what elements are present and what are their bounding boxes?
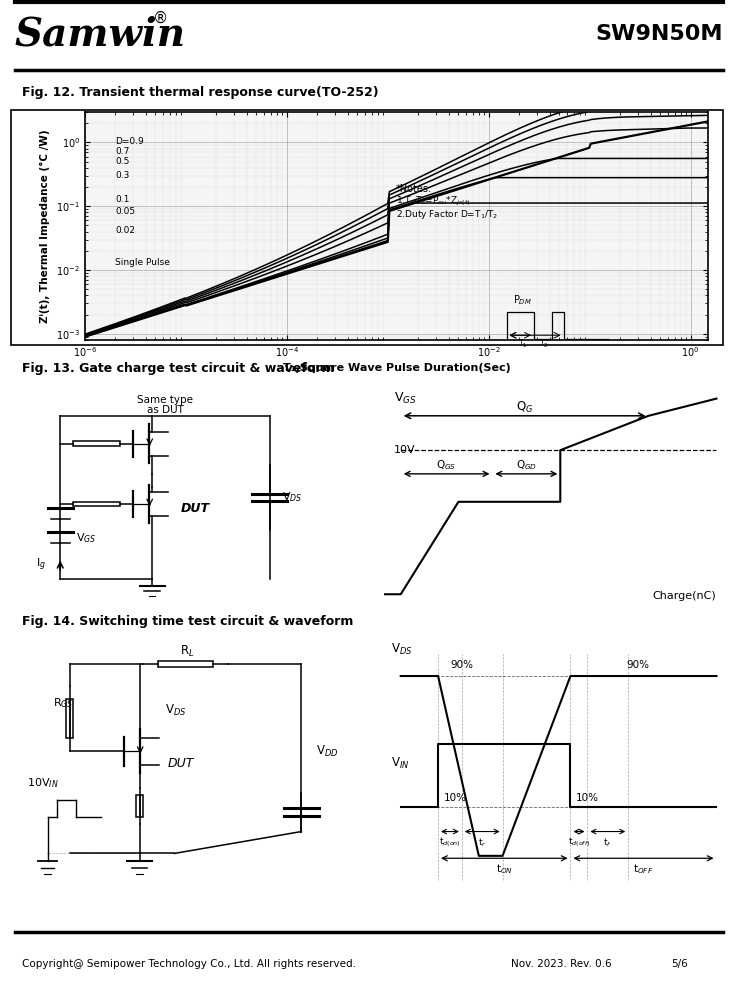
Text: 2.Duty Factor D=T$_1$/T$_2$: 2.Duty Factor D=T$_1$/T$_2$ [396,208,498,221]
Bar [136,795,143,817]
Text: as DUT: as DUT [147,405,183,415]
Text: DUT: DUT [168,757,195,770]
Text: t$_r$: t$_r$ [478,836,486,849]
Text: I$_g$: I$_g$ [36,557,46,573]
Text: Nov. 2023. Rev. 0.6: Nov. 2023. Rev. 0.6 [511,959,611,969]
Text: 0.5: 0.5 [115,157,130,166]
Text: t$_{ON}$: t$_{ON}$ [496,862,513,876]
Text: t$_{d(on)}$: t$_{d(on)}$ [439,836,461,849]
Text: V$_{DS}$: V$_{DS}$ [283,491,303,504]
Text: T$_2$: T$_2$ [539,338,548,350]
Text: *Notes:: *Notes: [396,184,432,194]
Text: 10%: 10% [444,793,466,803]
Text: t$_{OFF}$: t$_{OFF}$ [633,862,654,876]
Bar [66,699,73,738]
Text: Single Pulse: Single Pulse [115,258,170,267]
Text: T$_1$: T$_1$ [517,338,527,350]
Bar [73,441,120,446]
Text: Q$_G$: Q$_G$ [516,400,534,415]
Text: Fig. 13. Gate charge test circuit & waveform: Fig. 13. Gate charge test circuit & wave… [22,362,334,375]
Text: V$_{DS}$: V$_{DS}$ [165,702,187,718]
Text: SW9N50M: SW9N50M [596,24,723,44]
Text: 0.3: 0.3 [115,171,130,180]
Text: V$_{DS}$: V$_{DS}$ [390,642,412,657]
Text: 0.1: 0.1 [115,195,130,204]
Text: D=0.9: D=0.9 [115,137,144,146]
Text: t$_{d(off)}$: t$_{d(off)}$ [568,836,590,849]
Text: Fig. 14. Switching time test circuit & waveform: Fig. 14. Switching time test circuit & w… [22,615,354,628]
Text: V$_{DD}$: V$_{DD}$ [316,744,338,759]
Text: R$_{GS}$: R$_{GS}$ [53,696,74,710]
Text: 10V: 10V [394,445,415,455]
Text: t$_f$: t$_f$ [604,836,612,849]
Bar [73,502,120,506]
Text: Copyright@ Semipower Technology Co., Ltd. All rights reserved.: Copyright@ Semipower Technology Co., Ltd… [22,959,356,969]
Y-axis label: Zⁱ⁣(t), Thermal Impedance (°C /W): Zⁱ⁣(t), Thermal Impedance (°C /W) [41,129,50,323]
Text: 5/6: 5/6 [671,959,688,969]
Text: 10%: 10% [576,793,599,803]
Text: Q$_{GS}$: Q$_{GS}$ [436,458,457,472]
Text: ®: ® [153,10,168,25]
Text: R$_L$: R$_L$ [180,644,194,659]
Text: Same type: Same type [137,395,193,405]
Text: 0.05: 0.05 [115,207,135,216]
Text: 0.7: 0.7 [115,147,130,156]
Text: Samwin: Samwin [15,15,186,53]
Text: V$_{IN}$: V$_{IN}$ [390,756,409,771]
Text: 1.T$_j$-T$_c$=P$_{ou}$*Z$_{jc(t)}$: 1.T$_j$-T$_c$=P$_{ou}$*Z$_{jc(t)}$ [396,195,471,208]
Text: Fig. 12. Transient thermal response curve(TO-252): Fig. 12. Transient thermal response curv… [22,86,379,99]
Text: 90%: 90% [450,660,473,670]
Text: 0.02: 0.02 [115,226,135,235]
Text: 90%: 90% [627,660,650,670]
X-axis label: T₁,Square Wave Pulse Duration(Sec): T₁,Square Wave Pulse Duration(Sec) [283,363,511,373]
Text: P$_{DM}$: P$_{DM}$ [513,294,532,307]
Bar [158,661,213,667]
Text: Charge(nC): Charge(nC) [652,591,717,601]
Text: Q$_{GD}$: Q$_{GD}$ [516,458,537,472]
Text: 10V$_{IN}$: 10V$_{IN}$ [27,776,58,790]
Text: V$_{GS}$: V$_{GS}$ [76,531,97,545]
Text: V$_{GS}$: V$_{GS}$ [394,391,417,406]
Text: DUT: DUT [181,502,210,515]
